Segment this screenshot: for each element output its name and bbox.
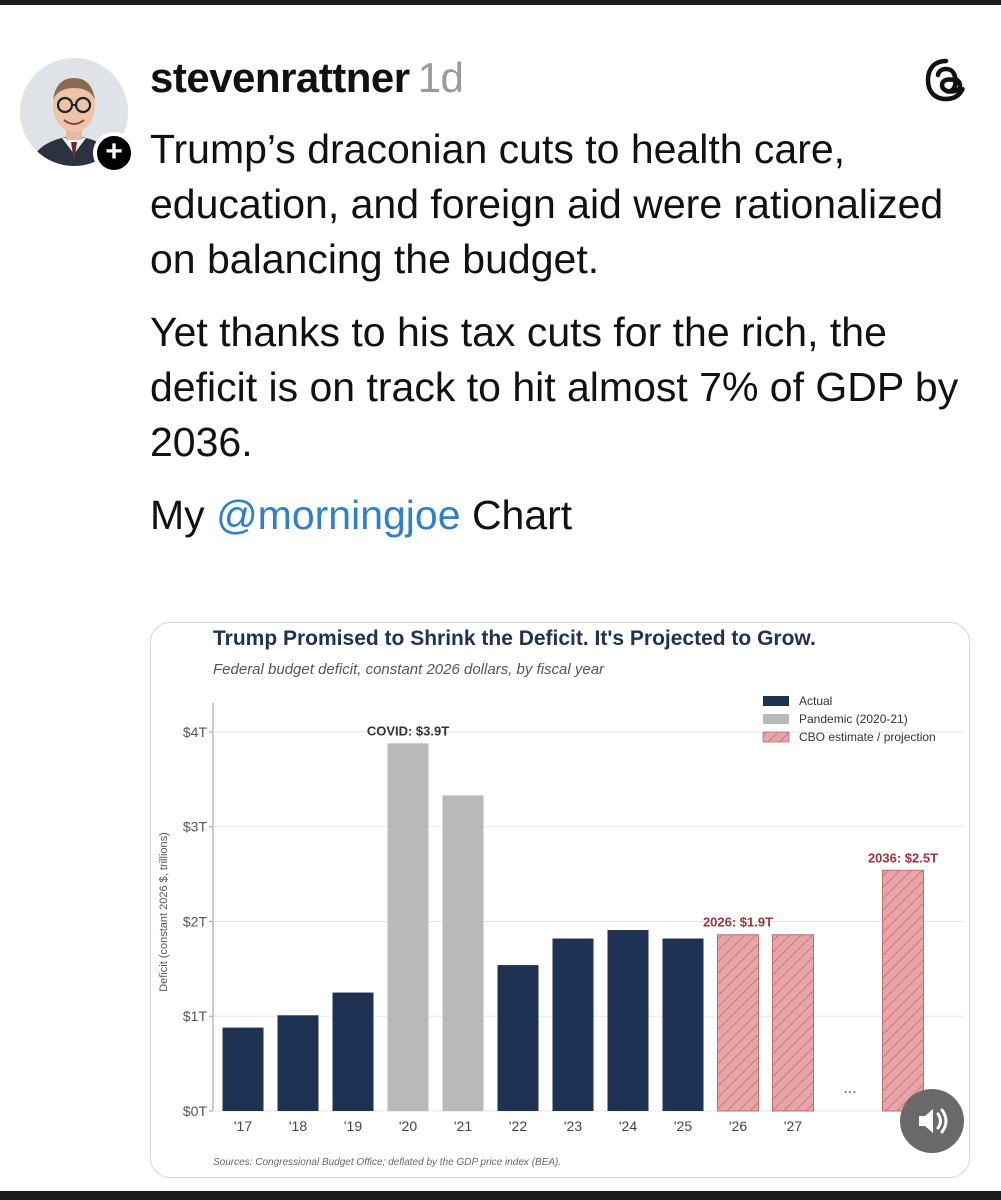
x-tick-label: '24 — [619, 1118, 637, 1134]
bottom-bar — [0, 1191, 1001, 1200]
x-tick-label: '17 — [234, 1118, 252, 1134]
post-body: Trump’s draconian cuts to health care, e… — [150, 122, 980, 561]
legend-label: Actual — [799, 694, 832, 708]
top-bar — [0, 0, 1001, 5]
legend-swatch — [763, 696, 789, 706]
legend-swatch — [763, 714, 789, 724]
bar-actual — [277, 1015, 319, 1111]
post-caption: My @morningjoe Chart — [150, 488, 980, 543]
x-tick-label: '23 — [564, 1118, 582, 1134]
avatar-portrait — [20, 58, 128, 166]
y-tick-label: $0T — [183, 1103, 208, 1119]
plus-icon: + — [105, 135, 123, 168]
x-tick-label: '22 — [509, 1118, 527, 1134]
threads-logo-icon[interactable] — [924, 58, 968, 102]
sound-toggle-button[interactable] — [900, 1089, 964, 1153]
chart-source: Sources: Congressional Budget Office; de… — [213, 1157, 562, 1168]
speaker-icon — [919, 1108, 948, 1134]
y-tick-label: $2T — [183, 913, 208, 929]
post-paragraph: Yet thanks to his tax cuts for the rich,… — [150, 309, 959, 465]
x-tick-label: '19 — [344, 1118, 362, 1134]
y-tick-label: $1T — [183, 1008, 208, 1024]
x-tick-label: '25 — [674, 1118, 692, 1134]
bar-annotation: COVID: $3.9T — [367, 723, 449, 738]
x-tick-label: '20 — [399, 1118, 417, 1134]
bar-annotation: 2026: $1.9T — [703, 915, 773, 930]
legend-label: Pandemic (2020-21) — [799, 712, 908, 726]
bar-projection — [882, 869, 924, 1112]
x-tick-label: '21 — [454, 1118, 472, 1134]
bar-actual — [552, 938, 594, 1111]
chart-subtitle: Federal budget deficit, constant 2026 do… — [213, 661, 605, 678]
bar-actual — [607, 930, 649, 1111]
bar-actual — [662, 938, 704, 1111]
follow-button[interactable]: + — [93, 132, 135, 174]
username[interactable]: stevenrattner — [150, 54, 410, 101]
chart-title: Trump Promised to Shrink the Deficit. It… — [213, 627, 816, 650]
y-tick-label: $3T — [183, 819, 208, 835]
bar-projection — [772, 934, 814, 1112]
x-tick-label: '27 — [784, 1118, 802, 1134]
mention-link[interactable]: @morningjoe — [216, 492, 461, 538]
post-header: stevenrattner 1d — [150, 54, 464, 102]
post-paragraph: Trump’s draconian cuts to health care, e… — [150, 126, 944, 282]
bar-pandemic — [442, 795, 484, 1111]
chart-image[interactable]: Trump Promised to Shrink the Deficit. It… — [150, 622, 970, 1178]
bar-actual — [497, 965, 539, 1111]
caption-prefix: My — [150, 492, 205, 538]
legend-label: CBO estimate / projection — [799, 730, 936, 744]
bar-pandemic — [387, 743, 429, 1111]
post-time: 1d — [417, 54, 464, 101]
bar-actual — [332, 992, 374, 1111]
bar-actual — [222, 1027, 264, 1111]
legend-swatch — [762, 731, 790, 743]
avatar[interactable] — [20, 58, 128, 166]
caption-suffix: Chart — [471, 492, 573, 538]
y-tick-label: $4T — [183, 724, 208, 740]
bar-chart: $0T $1T $2T $3T $4T Deficit (constant 2026 $,… — [158, 694, 963, 1134]
bar-projection — [717, 934, 759, 1112]
gap-ellipsis: ... — [843, 1080, 856, 1097]
x-tick-label: '26 — [729, 1118, 747, 1134]
y-axis-title: Deficit (constant 2026 $, trillions) — [158, 832, 170, 992]
x-tick-label: '18 — [289, 1118, 307, 1134]
bar-annotation: 2036: $2.5T — [868, 850, 938, 865]
